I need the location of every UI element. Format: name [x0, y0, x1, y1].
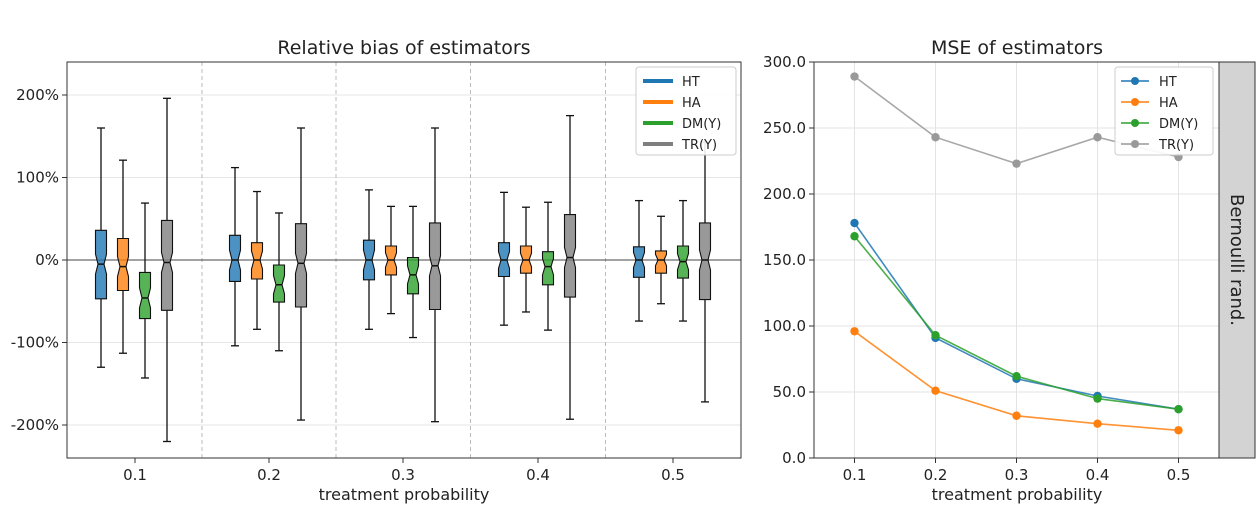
box-body: [698, 222, 712, 301]
mse-legend-label-0: HT: [1159, 75, 1177, 90]
mse-legend-marker-2: [1131, 119, 1139, 127]
facet-strip: [1218, 61, 1256, 459]
bias-box-ha-0.2: [250, 190, 264, 330]
bias-box-ht-0.4: [497, 191, 511, 326]
bias-x-tick-label: 0.4: [526, 466, 550, 484]
box-body: [654, 250, 668, 274]
mse-y-tick-label: 50.0: [773, 383, 806, 401]
bias-x-tick-label: 0.1: [123, 466, 147, 484]
bias-box-ha-0.5: [654, 215, 668, 305]
mse-x-tick-label: 0.5: [1167, 466, 1191, 484]
bias-box-try-0.3: [428, 127, 442, 423]
mse-x-tick-label: 0.1: [843, 466, 867, 484]
bias-box-dmy-0.3: [406, 205, 420, 339]
bias-legend: HT HA DM(Y) TR(Y): [635, 66, 737, 156]
bias-box-ht-0.2: [228, 166, 242, 347]
bias-box-try-0.4: [563, 114, 577, 420]
box-body: [250, 242, 264, 280]
bias-box-ha-0.1: [116, 159, 130, 354]
bias-x-axis-label: treatment probability: [319, 485, 490, 504]
box-body: [228, 234, 242, 282]
bias-legend-label-3: TR(Y): [681, 138, 717, 153]
bias-y-tick-label: -100%: [11, 334, 59, 352]
bias-y-tick-label: 100%: [16, 169, 59, 187]
bias-plot-frame: [66, 61, 742, 459]
mse-point-dmy: [931, 331, 940, 340]
box-body: [272, 264, 286, 303]
mse-y-tick-label: 150.0: [763, 251, 806, 269]
mse-y-tick-label: 300.0: [763, 53, 806, 71]
mse-y-tick-label: 250.0: [763, 119, 806, 137]
bias-box-try-0.1: [160, 97, 174, 443]
box-body: [160, 219, 174, 311]
mse-y-tick-label: 200.0: [763, 185, 806, 203]
mse-legend-marker-1: [1131, 98, 1139, 106]
mse-point-ha: [850, 327, 859, 336]
mse-point-dmy: [1093, 394, 1102, 403]
box-body: [632, 246, 646, 278]
mse-point-ht: [850, 218, 859, 228]
bias-x-tick-label: 0.3: [391, 466, 415, 484]
bias-chart-title: Relative bias of estimators: [277, 37, 530, 59]
bias-legend-label-2: DM(Y): [682, 117, 721, 132]
box-body: [116, 237, 130, 292]
bias-legend-frame: [635, 66, 737, 156]
mse-legend-label-3: TR(Y): [1158, 138, 1194, 153]
mse-point-try: [1093, 133, 1102, 142]
mse-point-ha: [1012, 411, 1021, 420]
mse-plot-area: 0.0 50.0 100.0 150.0 200.0 250.0 300.0 0.1 0.2 0.…: [763, 53, 1219, 484]
bias-box-ht-0.5: [632, 199, 646, 322]
bias-box-dmy-0.4: [541, 201, 555, 331]
box-body: [138, 271, 152, 320]
bias-y-tick-label: -200%: [11, 416, 59, 434]
bias-box-ha-0.3: [384, 205, 398, 315]
bias-x-tick-label: 0.2: [257, 466, 281, 484]
mse-legend: HT HA DM(Y) TR(Y): [1114, 66, 1214, 156]
bias-legend-label-0: HT: [682, 75, 700, 90]
bias-boxplot-panel: Relative bias of estimators -200% -100% 0%…: [11, 37, 742, 504]
mse-legend-label-1: HA: [1159, 96, 1178, 111]
mse-point-ha: [1093, 419, 1102, 428]
mse-point-dmy: [1012, 371, 1021, 381]
mse-y-tick-label: 0.0: [782, 449, 806, 467]
bias-box-ha-0.4: [519, 206, 533, 313]
bias-box-try-0.2: [294, 127, 308, 421]
box-body: [541, 251, 555, 286]
mse-point-dmy: [850, 232, 859, 241]
mse-legend-marker-3: [1131, 140, 1139, 148]
mse-chart-title: MSE of estimators: [931, 37, 1103, 59]
mse-y-tick-label: 100.0: [763, 317, 806, 335]
bias-y-tick-label: 200%: [16, 86, 59, 104]
mse-point-ha: [1174, 426, 1183, 435]
mse-legend-marker-0: [1131, 77, 1139, 85]
bias-box-dmy-0.1: [138, 202, 152, 379]
mse-x-tick-label: 0.2: [924, 466, 948, 484]
box-body: [294, 223, 308, 308]
mse-legend-frame: [1114, 66, 1214, 156]
bias-box-dmy-0.2: [272, 212, 286, 352]
bias-box-try-0.5: [698, 141, 712, 403]
bias-box-ht-0.1: [94, 127, 108, 368]
bias-plot-area: -200% -100% 0% 100% 200% 0.1 0.2 0.3 0.4 0.5: [11, 62, 741, 484]
mse-line-panel: MSE of estimators 0.0 50.0 100.0 150.0 200.0…: [763, 37, 1256, 504]
bias-box-ht-0.3: [362, 189, 376, 330]
mse-x-tick-label: 0.4: [1086, 466, 1110, 484]
mse-point-dmy: [1174, 404, 1183, 414]
box-body: [563, 214, 577, 298]
mse-x-axis-label: treatment probability: [932, 485, 1103, 504]
mse-point-try: [850, 72, 859, 81]
bias-box-dmy-0.5: [676, 199, 690, 322]
box-body: [406, 256, 420, 295]
mse-point-try: [931, 133, 940, 142]
mse-x-tick-label: 0.3: [1005, 466, 1029, 484]
bias-x-tick-label: 0.5: [661, 466, 685, 484]
mse-point-ha: [931, 386, 940, 395]
facet-strip-label: Bernoulli rand.: [1226, 194, 1247, 326]
bias-legend-label-1: HA: [682, 96, 701, 111]
mse-legend-label-2: DM(Y): [1159, 117, 1198, 132]
mse-point-try: [1012, 159, 1021, 168]
bias-y-tick-label: 0%: [35, 251, 59, 269]
